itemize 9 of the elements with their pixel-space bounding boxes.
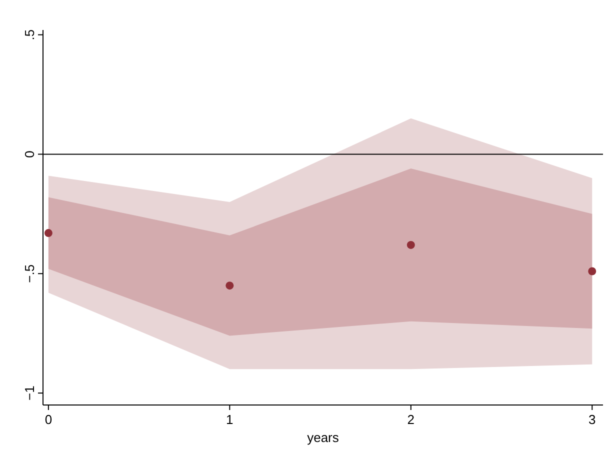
- y-tick-label: −.5: [22, 264, 37, 283]
- x-tick-label: 0: [44, 412, 52, 427]
- y-tick-label: .5: [22, 29, 37, 40]
- x-tick-label: 2: [407, 412, 415, 427]
- x-tick-label: 1: [226, 412, 234, 427]
- x-tick-label: 3: [588, 412, 596, 427]
- y-tick-label: −1: [22, 386, 37, 400]
- y-tick-label: 0: [22, 150, 37, 158]
- x-axis-title: years: [307, 430, 340, 445]
